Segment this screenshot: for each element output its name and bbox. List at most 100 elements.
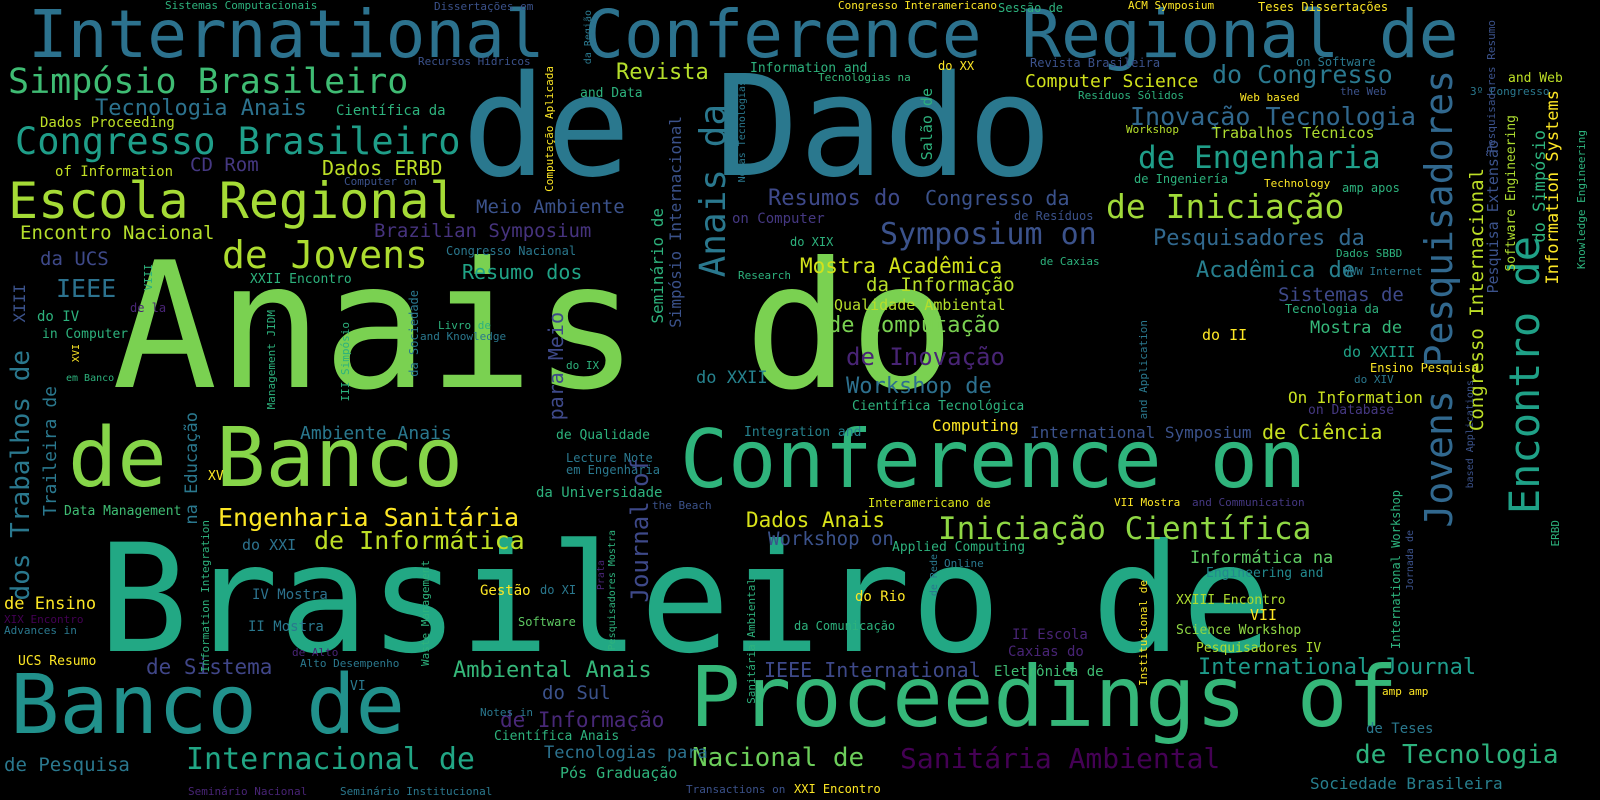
cloud-word: de Caxias (1040, 255, 1100, 268)
cloud-word: Workshop on (768, 528, 894, 550)
cloud-word: para Meio (544, 312, 568, 421)
cloud-word: on Software (1296, 55, 1376, 69)
cloud-word: Simpósio Brasileiro (8, 62, 409, 102)
cloud-word: Science Workshop (1176, 623, 1302, 638)
cloud-word: International Journal (1198, 655, 1477, 680)
cloud-word: Trabalhos Técnicos (1212, 124, 1375, 142)
cloud-word: de Informática (314, 526, 525, 555)
cloud-word: Information Integration (199, 520, 212, 673)
cloud-word: Knowledge Engineering (1575, 130, 1588, 270)
cloud-word: the Web (1340, 85, 1387, 98)
cloud-word: Jovens Pesquisadores (1417, 70, 1461, 528)
cloud-word: WWW Internet (1343, 265, 1423, 278)
cloud-word: de Pesquisa (4, 754, 130, 776)
cloud-word: Tecnologia Anais (95, 96, 307, 121)
cloud-word: do XXIII (1343, 343, 1416, 361)
cloud-word: XVI (71, 344, 82, 363)
cloud-word: de Ingeniería (1134, 172, 1228, 186)
cloud-word: Ensino Pesquisa (1370, 361, 1479, 375)
cloud-word: Congresso Interamericano (838, 0, 997, 12)
cloud-word: and Application (1137, 320, 1150, 420)
cloud-word: III Simpósio (339, 322, 352, 402)
cloud-word: amp amp (1382, 685, 1429, 698)
cloud-word: IEEE International (764, 658, 981, 682)
cloud-word: de Tecnologia (1355, 740, 1559, 770)
cloud-word: da Região (583, 10, 594, 65)
cloud-word: do IX (566, 359, 600, 372)
cloud-word: Encontro Nacional (20, 222, 215, 244)
cloud-word: de Computação (828, 313, 1001, 338)
cloud-word: Nacional de (692, 743, 865, 773)
cloud-word: do XXI (242, 536, 297, 554)
cloud-word: Computação Aplicada (543, 66, 556, 192)
cloud-word: de Engenharia (1138, 140, 1381, 176)
cloud-word: Revista Brasileira (1030, 56, 1161, 70)
cloud-word: Data Management (64, 504, 182, 519)
cloud-word: na Educação (182, 412, 202, 525)
cloud-word: Científica da (336, 103, 446, 119)
cloud-word: Alto Desempenho (300, 657, 400, 670)
cloud-word: VII Mostra (1114, 496, 1181, 509)
cloud-word: and Communication (1192, 496, 1305, 509)
cloud-word: Dissertações em (434, 0, 534, 13)
cloud-word: CD Rom (190, 154, 259, 176)
cloud-word: Pesquisadores IV (1196, 641, 1322, 656)
cloud-word: Caxias do (1008, 644, 1084, 660)
cloud-word: IEEE (56, 274, 117, 303)
cloud-word: Congresso Nacional (446, 244, 577, 258)
cloud-word: Online (944, 557, 984, 570)
cloud-word: de Jovens (222, 233, 428, 277)
cloud-word: Eletrônica de (994, 664, 1104, 680)
cloud-word: Livro de (438, 319, 491, 332)
cloud-word: 3º Congresso (1470, 85, 1550, 98)
cloud-word: Anais do (112, 226, 955, 429)
cloud-word: Dados Proceeding (40, 115, 175, 131)
cloud-word: Lecture Note (566, 451, 653, 465)
cloud-word: On Information (1288, 388, 1423, 407)
cloud-word: Brazilian Symposium (374, 220, 592, 242)
cloud-word: XIX Encontro (4, 613, 84, 626)
cloud-word: Seminário de (648, 208, 667, 324)
cloud-word: do Sul (542, 682, 611, 704)
cloud-word: em Banco (66, 373, 115, 384)
cloud-word: Seminário Nacional (188, 785, 308, 798)
cloud-word: da Sociedade (407, 290, 421, 377)
cloud-word: Salão de (918, 88, 936, 161)
cloud-word: Pós Graduação (560, 764, 678, 782)
cloud-word: Information Systems (1543, 90, 1563, 285)
cloud-word: do XXII (696, 368, 768, 388)
cloud-word: do Rio (855, 589, 906, 605)
cloud-word: de Iniciação (1106, 187, 1345, 226)
cloud-word: Encontro de (1500, 236, 1549, 515)
cloud-word: the Beach (652, 499, 712, 512)
cloud-word: Waste Management (419, 560, 432, 666)
cloud-word: XIII (10, 284, 29, 323)
cloud-word: VII (1250, 606, 1278, 624)
cloud-word: Científica Anais (494, 729, 620, 744)
cloud-word: Workshop de (846, 374, 992, 399)
cloud-word: de Inovação (846, 343, 1005, 371)
cloud-word: Dados ERBD (322, 156, 443, 180)
cloud-word: Pesquisadores Resumo (1485, 20, 1498, 153)
cloud-word: IV Mostra (252, 587, 328, 603)
cloud-word: Científica Tecnológica (852, 399, 1025, 414)
cloud-word: do XIV (1354, 373, 1394, 386)
cloud-word: Mostra de (1310, 318, 1403, 338)
cloud-word: Teses Dissertações (1258, 0, 1389, 14)
cloud-word: Information and (750, 61, 868, 76)
cloud-word: Inovação Tecnologia (1130, 102, 1416, 131)
cloud-word: Recursos Hídricos (418, 55, 531, 68)
cloud-word: based Applications (1465, 380, 1476, 489)
cloud-word: de Alto (292, 646, 339, 659)
cloud-word: Banco de (10, 658, 405, 753)
cloud-word: do XI (540, 583, 577, 597)
cloud-word: Pesquisa Extensão (1484, 140, 1502, 294)
cloud-word: XXI Encontro (794, 782, 881, 796)
cloud-word: Sanitária Ambiental (745, 578, 758, 704)
cloud-word: amp apos (1342, 181, 1400, 195)
cloud-word: Sociedade Brasileira (1310, 774, 1503, 793)
cloud-word: on Database (1308, 403, 1395, 418)
cloud-word: dos Trabalhos de (6, 350, 36, 601)
cloud-word: Anais da (693, 104, 734, 278)
cloud-word: Sanitária Ambiental (900, 742, 1221, 775)
